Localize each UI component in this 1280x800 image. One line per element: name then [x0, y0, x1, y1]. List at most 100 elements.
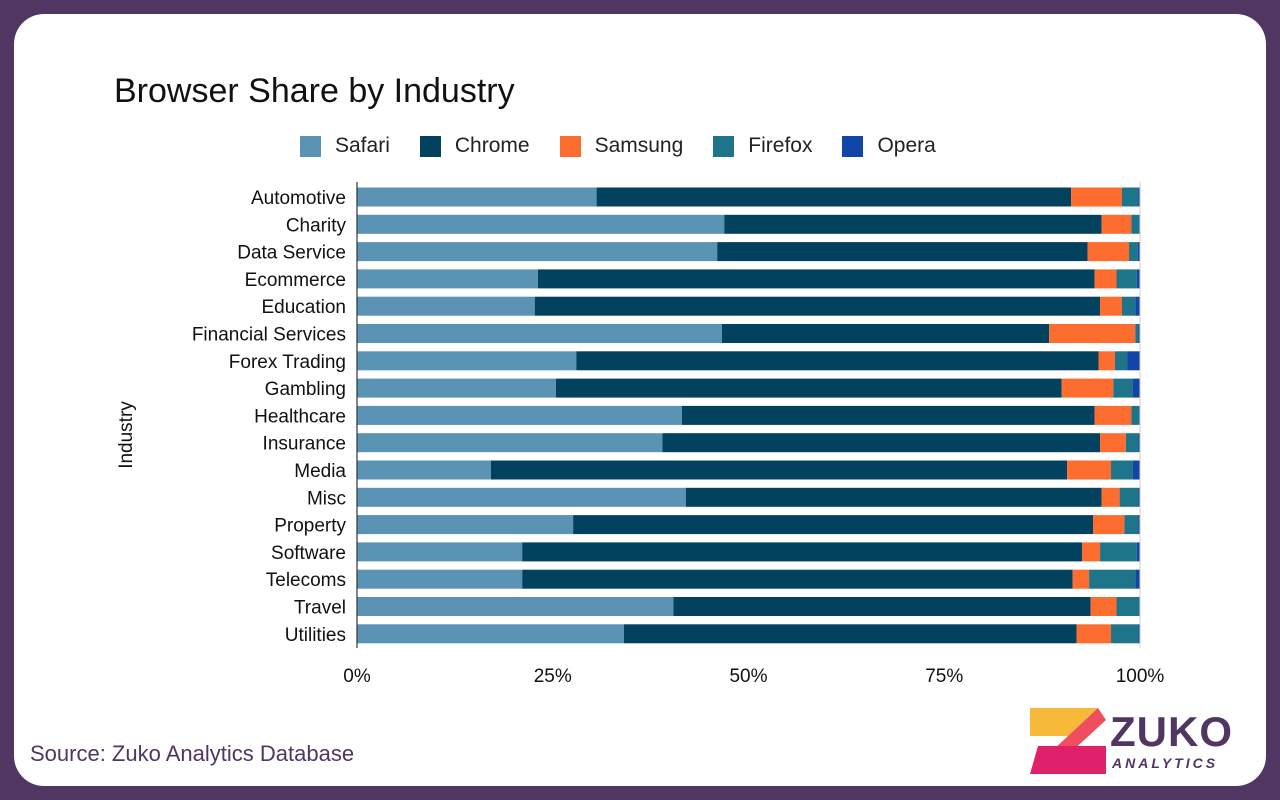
logo-subtitle: ANALYTICS	[1112, 755, 1219, 771]
bar-safari	[357, 214, 725, 234]
zuko-logo: ZUKO ANALYTICS	[1028, 706, 1248, 776]
y-tick-label: Telecoms	[266, 570, 346, 591]
bar-samsung	[1061, 378, 1114, 398]
bar-firefox	[1129, 242, 1138, 262]
bar-safari	[357, 433, 663, 453]
bar-firefox	[1111, 460, 1133, 480]
bar-firefox	[1135, 324, 1139, 343]
bar-chrome	[724, 214, 1102, 234]
y-tick-label: Data Service	[237, 243, 346, 264]
logo-wordmark: ZUKO	[1110, 708, 1233, 755]
y-tick-label: Utilities	[285, 625, 346, 646]
bar-safari	[357, 597, 674, 616]
bar-opera	[1132, 378, 1140, 398]
bar-safari	[357, 242, 718, 262]
bar-safari	[357, 569, 523, 589]
bar-safari	[357, 351, 577, 371]
y-tick-label: Insurance	[263, 434, 346, 455]
bar-opera	[1138, 433, 1140, 453]
bar-safari	[357, 515, 574, 535]
bar-firefox	[1124, 515, 1139, 535]
legend-label: Samsung	[594, 134, 684, 157]
y-tick-label: Education	[261, 297, 346, 318]
y-tick-label: Media	[294, 461, 346, 482]
bar-chrome	[624, 624, 1077, 644]
bar-samsung	[1087, 242, 1130, 262]
y-tick-label: Charity	[286, 215, 347, 236]
bar-samsung	[1071, 187, 1122, 207]
y-tick-label: Automotive	[251, 188, 346, 209]
bar-opera	[1138, 187, 1140, 207]
bar-chrome	[573, 515, 1094, 535]
bar-samsung	[1072, 569, 1090, 589]
x-tick-label: 0%	[343, 666, 371, 687]
bar-firefox	[1121, 296, 1136, 316]
legend-item-chrome: Chrome	[419, 134, 530, 158]
legend-swatch	[300, 135, 321, 157]
legend-swatch	[842, 135, 864, 157]
x-tick-label: 25%	[534, 666, 572, 687]
bar-chrome	[717, 242, 1088, 262]
x-tick-label: 100%	[1116, 666, 1165, 687]
bar-chrome	[662, 433, 1101, 453]
bar-opera	[1137, 242, 1140, 262]
bar-firefox	[1114, 351, 1128, 371]
bar-chrome	[534, 296, 1101, 316]
bar-chrome	[522, 569, 1073, 589]
bar-firefox	[1131, 214, 1140, 234]
bar-firefox	[1121, 187, 1139, 207]
legend-swatch	[419, 135, 441, 157]
bar-samsung	[1100, 296, 1122, 316]
bar-safari	[357, 187, 597, 207]
bar-safari	[357, 542, 523, 562]
bar-safari	[357, 487, 686, 507]
legend-label: Safari	[335, 134, 390, 157]
bar-firefox	[1116, 269, 1137, 289]
bar-firefox	[1100, 542, 1137, 562]
bar-opera	[1132, 460, 1140, 480]
x-tick-label: 50%	[729, 666, 767, 687]
bar-chrome	[681, 405, 1095, 425]
y-tick-label: Travel	[294, 598, 346, 619]
source-note: Source: Zuko Analytics Database	[30, 741, 355, 766]
legend-label: Firefox	[748, 134, 813, 157]
bar-safari	[357, 324, 722, 343]
y-tick-label: Misc	[307, 488, 346, 509]
bar-samsung	[1098, 351, 1115, 371]
bar-opera	[1136, 542, 1140, 562]
legend-item-firefox: Firefox	[713, 134, 812, 158]
chart-card	[14, 14, 1266, 786]
bar-firefox	[1116, 597, 1140, 616]
bar-opera	[1135, 569, 1140, 589]
legend-swatch	[713, 135, 735, 157]
bar-safari	[357, 405, 682, 425]
bar-firefox	[1113, 378, 1133, 398]
bar-samsung	[1101, 214, 1132, 234]
bar-opera	[1138, 515, 1140, 535]
bar-chrome	[522, 542, 1083, 562]
y-tick-label: Gambling	[265, 379, 346, 400]
bar-firefox	[1125, 433, 1139, 453]
y-tick-label: Financial Services	[192, 325, 346, 346]
bar-samsung	[1049, 324, 1136, 343]
bar-opera	[1136, 269, 1140, 289]
y-tick-label: Ecommerce	[245, 270, 346, 291]
bar-safari	[357, 378, 556, 398]
bar-opera	[1127, 351, 1140, 371]
bar-opera	[1138, 324, 1140, 343]
bar-chrome	[576, 351, 1099, 371]
legend: Safari Chrome Samsung Firefox Opera	[300, 134, 966, 158]
bar-chrome	[490, 460, 1068, 480]
legend-swatch	[559, 135, 581, 157]
bar-opera	[1135, 296, 1140, 316]
bar-samsung	[1090, 597, 1117, 616]
bar-samsung	[1067, 460, 1112, 480]
bar-safari	[357, 269, 538, 289]
bar-safari	[357, 624, 625, 644]
bar-chrome	[721, 324, 1050, 343]
bar-chrome	[685, 487, 1102, 507]
bar-safari	[357, 296, 535, 316]
zuko-logo-icon	[1030, 708, 1106, 774]
chart-title: Browser Share by Industry	[114, 72, 515, 110]
